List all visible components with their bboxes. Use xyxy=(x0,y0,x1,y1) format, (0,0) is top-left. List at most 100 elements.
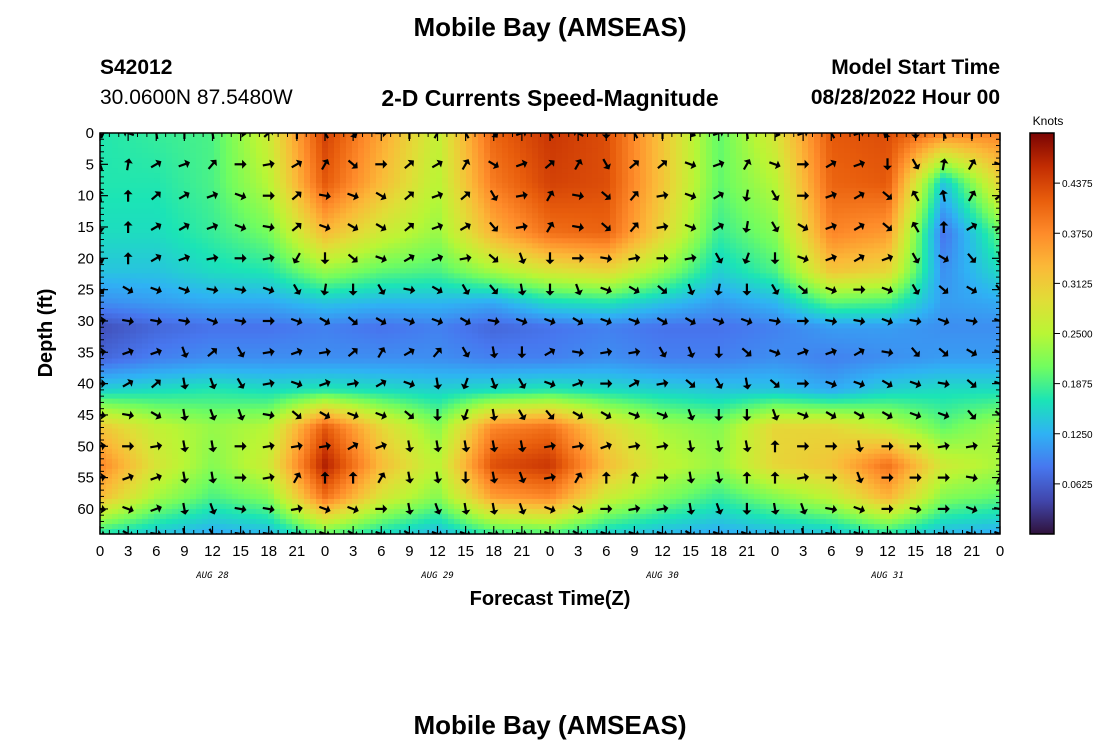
heatmap-cell xyxy=(640,198,647,204)
heatmap-cell xyxy=(394,213,401,219)
heatmap-cell xyxy=(472,198,479,204)
heatmap-cell xyxy=(418,243,425,249)
heatmap-cell xyxy=(694,143,701,149)
heatmap-cell xyxy=(448,223,455,229)
heatmap-cell xyxy=(472,283,479,289)
heatmap-cell xyxy=(358,188,365,194)
heatmap-cell xyxy=(148,188,155,194)
heatmap-cell xyxy=(208,188,215,194)
heatmap-cell xyxy=(994,173,1000,179)
heatmap-cell xyxy=(532,233,539,239)
heatmap-cell xyxy=(346,178,353,184)
heatmap-cell xyxy=(334,203,341,209)
heatmap-cell xyxy=(682,193,689,199)
heatmap-cell xyxy=(430,188,437,194)
heatmap-cell xyxy=(322,298,329,305)
heatmap-cell xyxy=(304,233,311,239)
heatmap-cell xyxy=(310,253,317,259)
heatmap-cell xyxy=(898,203,905,209)
heatmap-cell xyxy=(574,188,581,194)
heatmap-cell xyxy=(796,278,803,284)
heatmap-cell xyxy=(940,153,947,159)
heatmap-cell xyxy=(484,158,491,164)
heatmap-cell xyxy=(682,238,689,244)
heatmap-cell xyxy=(292,248,299,254)
heatmap-cell xyxy=(820,263,827,269)
heatmap-cell xyxy=(892,143,899,149)
heatmap-cell xyxy=(502,213,509,219)
heatmap-cell xyxy=(688,243,695,249)
heatmap-cell xyxy=(616,208,623,214)
heatmap-cell xyxy=(334,153,341,159)
heatmap-cell xyxy=(652,278,659,284)
heatmap-cell xyxy=(868,208,875,214)
heatmap-cell xyxy=(142,213,149,219)
heatmap-cell xyxy=(856,178,863,184)
heatmap-cell xyxy=(742,223,749,229)
heatmap-cell xyxy=(622,268,629,274)
heatmap-cell xyxy=(952,203,959,209)
heatmap-cell xyxy=(346,233,353,239)
heatmap-cell xyxy=(106,143,113,149)
heatmap-cell xyxy=(952,258,959,264)
heatmap-cell xyxy=(568,233,575,239)
heatmap-cell xyxy=(814,193,821,199)
heatmap-cell xyxy=(202,273,209,279)
heatmap-cell xyxy=(520,253,527,259)
heatmap-cell xyxy=(622,273,629,279)
heatmap-cell xyxy=(982,178,989,184)
heatmap-cell xyxy=(850,133,857,139)
heatmap-cell xyxy=(106,273,113,279)
heatmap-cell xyxy=(538,293,545,300)
heatmap-cell xyxy=(910,138,917,144)
heatmap-cell xyxy=(988,258,995,264)
heatmap-cell xyxy=(460,233,467,239)
heatmap-cell xyxy=(694,148,701,154)
heatmap-cell xyxy=(454,148,461,154)
heatmap-cell xyxy=(562,258,569,264)
heatmap-cell xyxy=(154,198,161,204)
heatmap-cell xyxy=(106,243,113,249)
heatmap-cell xyxy=(274,208,281,214)
heatmap-cell xyxy=(850,183,857,189)
heatmap-cell xyxy=(616,158,623,164)
heatmap-cell xyxy=(760,198,767,204)
heatmap-cell xyxy=(442,168,449,174)
heatmap-cell xyxy=(532,178,539,184)
heatmap-cell xyxy=(664,153,671,159)
heatmap-cell xyxy=(376,138,383,144)
heatmap-cell xyxy=(676,263,683,269)
heatmap-cell xyxy=(928,208,935,214)
heatmap-cell xyxy=(460,148,467,154)
heatmap-cell xyxy=(454,258,461,264)
heatmap-cell xyxy=(472,223,479,229)
heatmap-cell xyxy=(136,133,143,139)
heatmap-cell xyxy=(946,193,953,199)
heatmap-cell xyxy=(718,213,725,219)
heatmap-cell xyxy=(256,253,263,259)
heatmap-cell xyxy=(274,243,281,249)
heatmap-cell xyxy=(520,213,527,219)
heatmap-cell xyxy=(442,203,449,209)
heatmap-cell xyxy=(262,238,269,244)
heatmap-cell xyxy=(208,278,215,284)
heatmap-cell xyxy=(136,253,143,259)
heatmap-cell xyxy=(166,273,173,279)
heatmap-cell xyxy=(316,198,323,204)
heatmap-cell xyxy=(952,213,959,219)
heatmap-cell xyxy=(628,238,635,244)
heatmap-cell xyxy=(754,133,761,139)
heatmap-cell xyxy=(988,203,995,209)
heatmap-cell xyxy=(256,148,263,154)
heatmap-cell xyxy=(976,238,983,244)
heatmap-cell xyxy=(484,238,491,244)
heatmap-cell xyxy=(382,213,389,219)
heatmap-cell xyxy=(682,153,689,159)
heatmap-cell xyxy=(922,183,929,189)
heatmap-cell xyxy=(838,248,845,254)
heatmap-cell xyxy=(772,168,779,174)
heatmap-cell xyxy=(766,153,773,159)
heatmap-cell xyxy=(538,208,545,214)
heatmap-cell xyxy=(424,213,431,219)
heatmap-cell xyxy=(592,198,599,204)
